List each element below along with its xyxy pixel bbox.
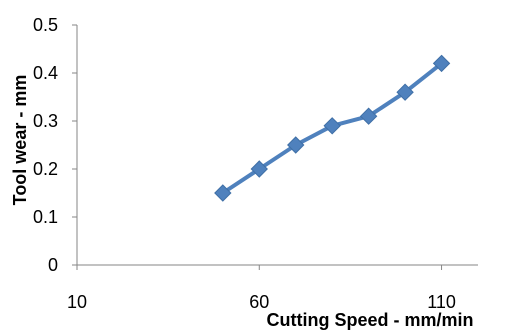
y-tick-label: 0 (48, 255, 58, 275)
axes: 0 0.1 0.2 0.3 0.4 0.5 10 60 110 (33, 15, 478, 312)
y-tick-label: 0.3 (33, 111, 58, 131)
data-point (396, 83, 414, 101)
series-layer (214, 54, 451, 202)
x-tick-label: 110 (427, 292, 456, 312)
data-point (250, 160, 268, 178)
data-point (323, 117, 341, 135)
y-tick-label: 0.2 (33, 159, 58, 179)
x-tick-label: 10 (67, 292, 87, 312)
x-axis-title: Cutting Speed - mm/min (267, 310, 474, 330)
data-point (214, 184, 232, 202)
y-axis-ticks: 0 0.1 0.2 0.3 0.4 0.5 (33, 15, 77, 275)
x-tick-label: 60 (249, 292, 269, 312)
data-point (287, 136, 305, 154)
y-tick-label: 0.1 (33, 207, 58, 227)
x-axis-ticks: 10 60 110 (67, 265, 456, 312)
y-tick-label: 0.5 (33, 15, 58, 35)
y-tick-label: 0.4 (33, 63, 58, 83)
data-point (432, 54, 451, 73)
data-point (359, 107, 378, 125)
y-axis-title: Tool wear - mm (10, 75, 30, 206)
